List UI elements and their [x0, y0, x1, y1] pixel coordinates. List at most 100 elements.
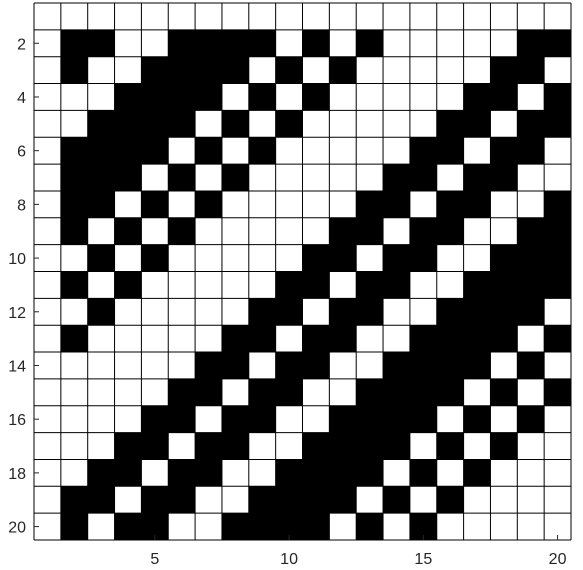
heatmap-cell: [168, 486, 196, 514]
heatmap-cell: [329, 56, 357, 84]
heatmap-cell: [60, 298, 88, 326]
heatmap-cell: [87, 190, 115, 219]
heatmap-cell: [544, 432, 572, 460]
heatmap-cell: [490, 217, 518, 245]
heatmap-cell: [409, 244, 438, 272]
heatmap-cell: [221, 298, 250, 326]
heatmap-cell: [168, 271, 196, 299]
heatmap-cell: [60, 190, 88, 219]
heatmap-cell: [195, 244, 223, 272]
x-tick-label: 10: [280, 551, 298, 568]
heatmap-cell: [87, 244, 115, 272]
heatmap-cell: [463, 432, 491, 460]
heatmap-cell: [221, 352, 250, 380]
heatmap-cell: [409, 137, 438, 165]
heatmap-cell: [517, 3, 545, 31]
heatmap-cell: [87, 56, 115, 84]
heatmap-cell: [221, 325, 250, 353]
heatmap-cell: [544, 29, 572, 57]
heatmap-cell: [383, 137, 411, 165]
heatmap-cell: [409, 190, 438, 219]
heatmap-cell: [248, 432, 276, 460]
heatmap-cell: [544, 3, 572, 31]
heatmap-cell: [168, 244, 196, 272]
heatmap-cell: [383, 83, 411, 111]
heatmap-cell: [436, 513, 464, 541]
heatmap-cell: [302, 432, 330, 460]
heatmap-cell: [490, 486, 518, 514]
heatmap-cell: [114, 3, 142, 31]
heatmap-cell: [544, 244, 572, 272]
heatmap-cell: [87, 29, 115, 57]
heatmap-cell: [517, 432, 545, 460]
heatmap-cell: [114, 244, 142, 272]
heatmap-cell: [329, 217, 357, 245]
heatmap-cell: [248, 244, 276, 272]
heatmap-cell: [275, 432, 303, 460]
heatmap-cell: [248, 29, 276, 57]
heatmap-cell: [275, 352, 303, 380]
heatmap-cell: [221, 56, 250, 84]
heatmap-cell: [168, 164, 196, 192]
heatmap-cell: [221, 513, 250, 541]
heatmap-cell: [248, 298, 276, 326]
heatmap-cell: [409, 405, 438, 433]
heatmap-cell: [383, 486, 411, 514]
heatmap-cell: [34, 325, 62, 353]
heatmap-cell: [409, 217, 438, 245]
heatmap-cell: [544, 110, 572, 138]
heatmap-cell: [34, 110, 62, 138]
heatmap-cell: [168, 405, 196, 433]
heatmap-cell: [329, 352, 357, 380]
heatmap-cell: [248, 83, 276, 111]
heatmap-cell: [275, 244, 303, 272]
heatmap-cell: [463, 459, 491, 487]
heatmap-cell: [544, 217, 572, 245]
heatmap-cell: [141, 56, 169, 84]
heatmap-cell: [517, 271, 545, 299]
heatmap-cell: [195, 83, 223, 111]
heatmap-cell: [302, 271, 330, 299]
heatmap-cell: [195, 486, 223, 514]
heatmap-cell: [517, 486, 545, 514]
heatmap-cell: [275, 486, 303, 514]
heatmap-cell: [248, 513, 276, 541]
heatmap-cell: [302, 244, 330, 272]
heatmap-cell: [87, 137, 115, 165]
heatmap-cell: [221, 217, 250, 245]
heatmap-cell: [34, 56, 62, 84]
heatmap-grid: [33, 2, 572, 541]
heatmap-cell: [34, 486, 62, 514]
heatmap-cell: [275, 459, 303, 487]
heatmap-cell: [490, 29, 518, 57]
heatmap-cell: [463, 56, 491, 84]
heatmap-cell: [329, 405, 357, 433]
heatmap-cell: [517, 298, 545, 326]
heatmap-cell: [409, 298, 438, 326]
heatmap-cell: [409, 271, 438, 299]
heatmap-cell: [141, 352, 169, 380]
heatmap-cell: [517, 56, 545, 84]
heatmap-cell: [221, 3, 250, 31]
heatmap-cell: [141, 217, 169, 245]
heatmap-cell: [490, 298, 518, 326]
heatmap-cell: [60, 405, 88, 433]
heatmap-cell: [409, 83, 438, 111]
heatmap-cell: [302, 298, 330, 326]
y-tick-label: 4: [17, 90, 26, 107]
heatmap-cell: [275, 137, 303, 165]
heatmap-cell: [490, 459, 518, 487]
heatmap-cell: [114, 325, 142, 353]
heatmap-cell: [221, 378, 250, 407]
heatmap-cell: [34, 432, 62, 460]
heatmap-cell: [383, 378, 411, 407]
heatmap-cell: [195, 3, 223, 31]
heatmap-cell: [168, 56, 196, 84]
heatmap-cell: [383, 217, 411, 245]
y-tick-label: 6: [17, 144, 26, 161]
heatmap-cell: [436, 110, 464, 138]
heatmap-cell: [275, 190, 303, 219]
heatmap-cell: [436, 271, 464, 299]
heatmap-cell: [463, 325, 491, 353]
heatmap-cell: [383, 244, 411, 272]
